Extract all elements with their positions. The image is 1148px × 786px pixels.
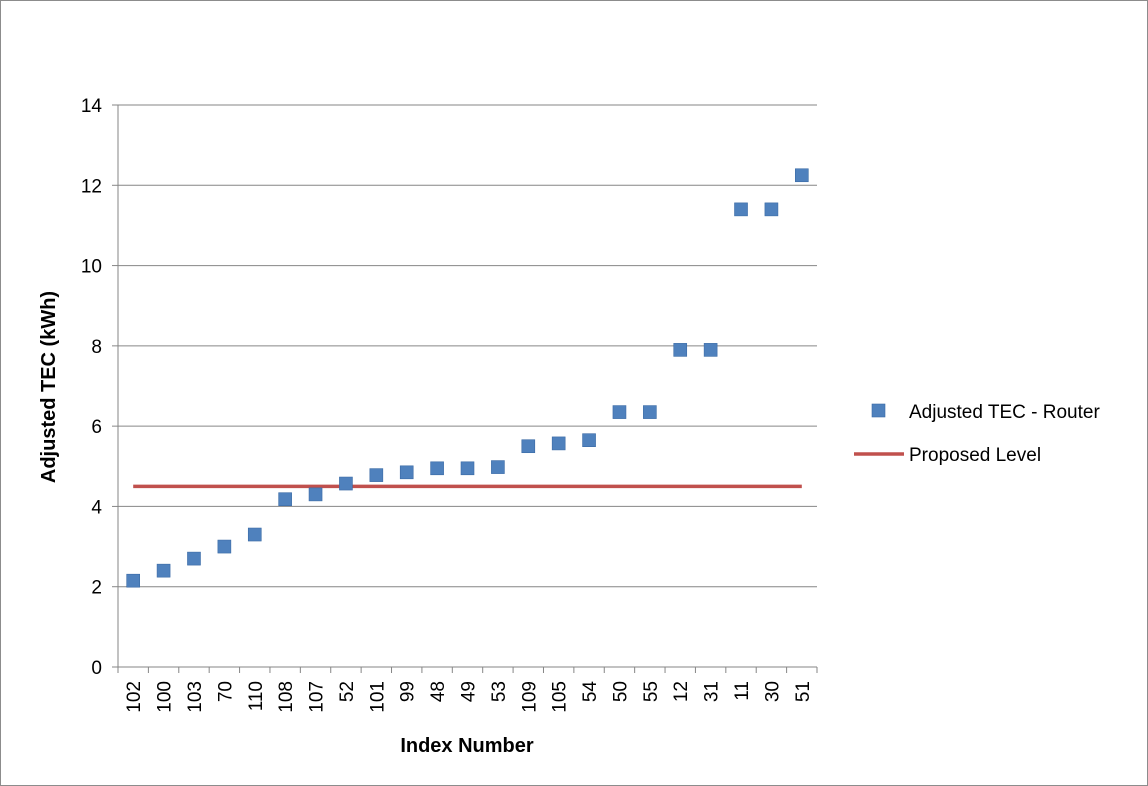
x-tick-label: 105 [550, 681, 571, 713]
gridlines [118, 104, 817, 588]
axes [112, 104, 818, 673]
x-tick-label: 102 [124, 681, 145, 713]
data-point-square [308, 487, 323, 502]
x-tick-label: 48 [428, 681, 449, 702]
x-tick-label: 54 [580, 681, 601, 703]
x-tick-label: 107 [307, 681, 328, 713]
legend-label-proposed: Proposed Level [909, 445, 1041, 466]
data-point-square [247, 527, 262, 542]
data-point-square [551, 436, 566, 451]
x-tick-label: 11 [732, 681, 753, 701]
data-point-square [673, 343, 688, 357]
y-tick-label: 4 [91, 497, 102, 518]
data-point-square [764, 202, 779, 217]
data-point-square [126, 573, 140, 588]
y-tick-label: 6 [91, 417, 102, 438]
y-axis-title: Adjusted TEC (kWh) [38, 291, 60, 483]
data-point-square [156, 563, 171, 578]
y-tick-label: 0 [91, 658, 102, 679]
data-point-square [612, 405, 627, 419]
data-series [126, 168, 809, 588]
x-tick-label: 109 [519, 681, 540, 713]
x-tick-labels: 102 100 103 70 110 108 107 52 101 99 48 49 53 109 105 5… [124, 681, 814, 713]
y-tick-label: 14 [81, 96, 103, 117]
data-point-square [582, 433, 596, 447]
data-point-square [278, 492, 292, 507]
x-tick-label: 49 [459, 681, 480, 702]
data-point-square [460, 461, 475, 476]
x-tick-label: 103 [185, 681, 206, 713]
axis-titles: Index Number Adjusted TEC (kWh) [38, 291, 534, 757]
data-point-square [521, 439, 536, 454]
legend-marker-square [871, 403, 886, 418]
legend-label-router: Adjusted TEC - Router [909, 402, 1100, 423]
x-tick-label: 108 [276, 681, 297, 713]
x-tick-label: 12 [671, 681, 692, 702]
x-tick-label: 70 [215, 681, 236, 702]
data-point-square [217, 539, 232, 554]
y-tick-label: 2 [91, 578, 102, 599]
data-point-square [339, 476, 353, 491]
data-point-square [187, 551, 201, 566]
y-tick-label: 10 [81, 257, 102, 278]
data-point-square [734, 202, 748, 217]
x-tick-label: 99 [398, 681, 419, 702]
y-tick-label: 8 [91, 337, 102, 358]
x-axis-title: Index Number [400, 735, 534, 757]
data-point-square [430, 461, 444, 476]
x-tick-label: 52 [337, 681, 358, 702]
x-tick-label: 30 [762, 681, 783, 702]
legend: Adjusted TEC - Router Proposed Level [854, 402, 1100, 466]
x-tick-label: 55 [641, 681, 662, 702]
x-tick-label: 51 [793, 681, 814, 702]
data-point-square [703, 343, 718, 357]
data-point-square [399, 465, 414, 480]
data-point-square [369, 468, 384, 482]
data-point-square [643, 405, 657, 419]
x-tick-label: 101 [367, 681, 388, 713]
y-tick-labels: 0 2 4 6 8 10 12 14 [81, 96, 103, 679]
x-tick-label: 50 [610, 681, 631, 702]
x-tick-label: 100 [155, 681, 176, 713]
data-point-square [795, 168, 809, 183]
x-tick-label: 53 [489, 681, 510, 702]
x-tick-label: 31 [702, 681, 723, 702]
data-point-square [491, 460, 505, 474]
x-tick-label: 110 [246, 681, 267, 711]
y-tick-label: 12 [81, 176, 102, 197]
